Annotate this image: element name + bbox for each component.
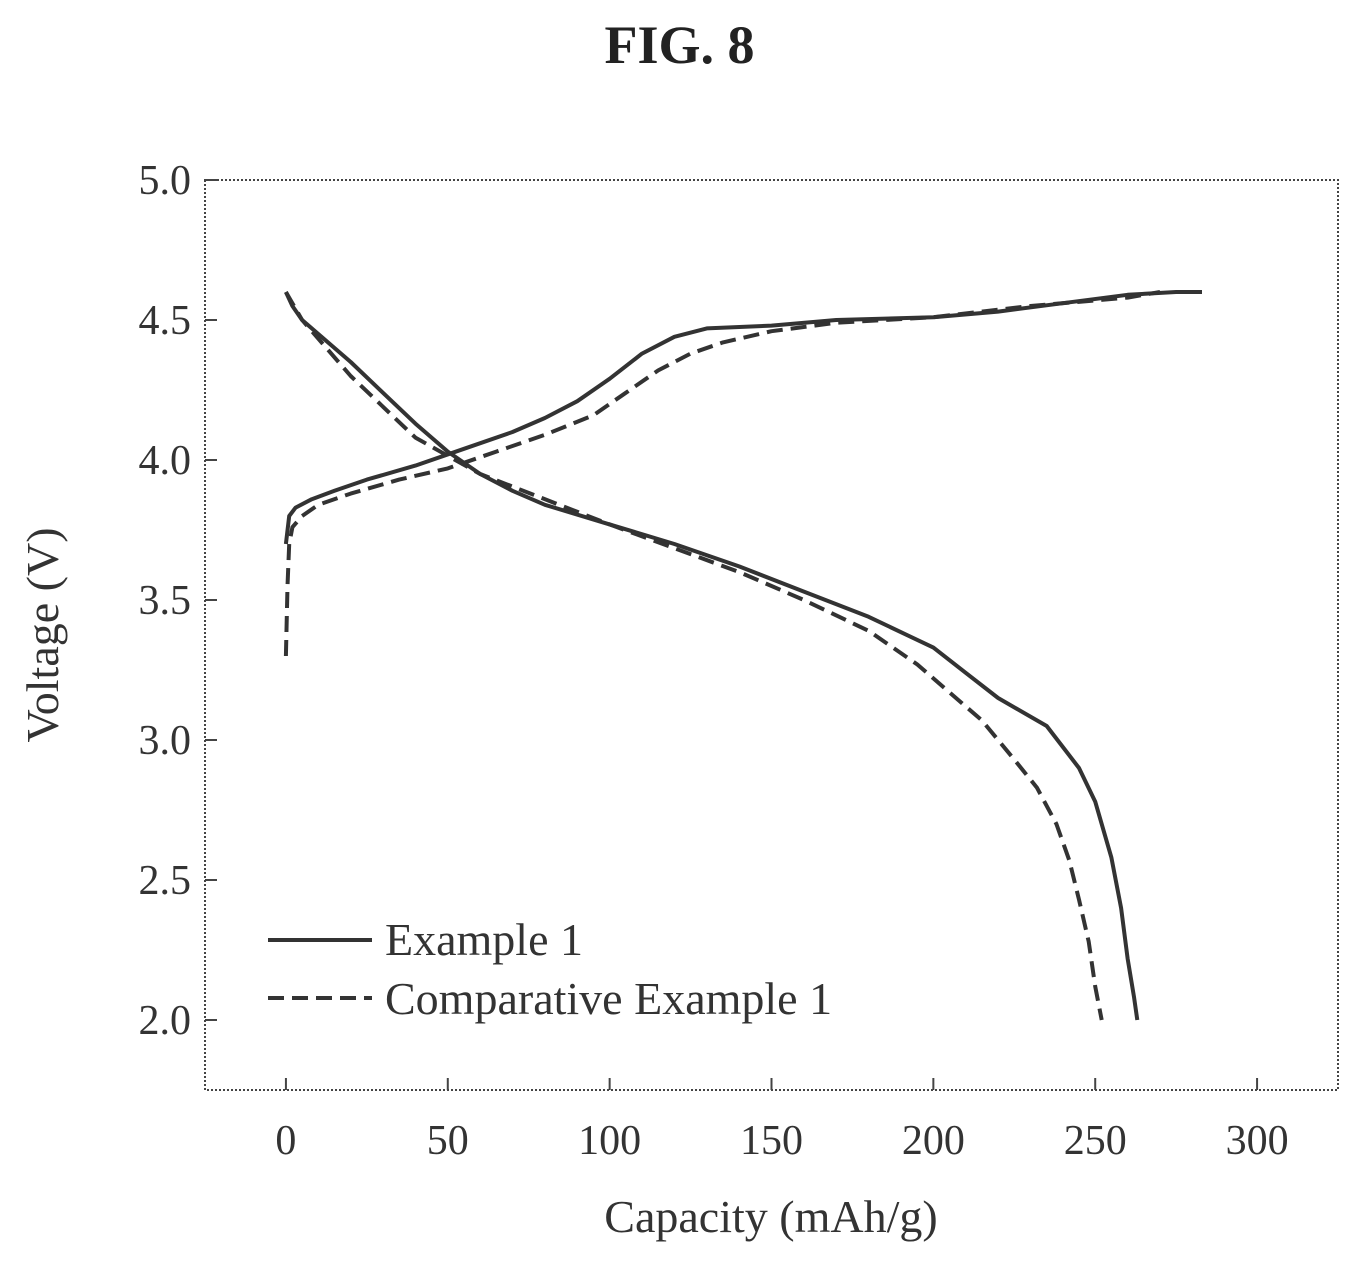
x-tick-label: 50: [427, 1118, 469, 1164]
series-line-comparative-example-1-charge: [283, 290, 1161, 657]
legend-label-comparative-example-1: Comparative Example 1: [385, 973, 832, 1024]
y-axis-ticks: 2.0 2.5 3.0 3.5 4.0 4.5 5.0: [139, 158, 217, 1044]
x-axis-ticks: 0 50 100 150 200 250 300: [275, 1078, 1289, 1164]
x-tick-label: 250: [1064, 1118, 1127, 1164]
x-axis-label: Capacity (mAh/g): [604, 1191, 937, 1242]
x-tick-label: 300: [1226, 1118, 1289, 1164]
y-tick-label: 2.0: [139, 998, 192, 1044]
y-tick-label: 3.0: [139, 718, 192, 764]
x-tick-label: 0: [275, 1118, 296, 1164]
series-layer: [283, 290, 1202, 1021]
x-tick-label: 200: [902, 1118, 965, 1164]
y-tick-label: 5.0: [139, 158, 192, 204]
x-tick-label: 100: [578, 1118, 641, 1164]
figure-title: FIG. 8: [604, 15, 755, 75]
series-line-example-1-charge: [283, 290, 1202, 545]
y-tick-label: 3.5: [139, 578, 192, 624]
plot-area-frame: [204, 179, 1339, 1091]
series-line-comparative-example-1-discharge: [284, 290, 1104, 1021]
y-tick-label: 4.5: [139, 298, 192, 344]
x-tick-label: 150: [740, 1118, 803, 1164]
legend: Example 1 Comparative Example 1: [268, 914, 832, 1024]
legend-label-example-1: Example 1: [385, 914, 583, 965]
y-tick-label: 4.0: [139, 438, 192, 484]
y-axis-label: Voltage (V): [17, 527, 68, 742]
series-line-example-1-discharge: [284, 291, 1140, 1021]
y-tick-label: 2.5: [139, 858, 192, 904]
